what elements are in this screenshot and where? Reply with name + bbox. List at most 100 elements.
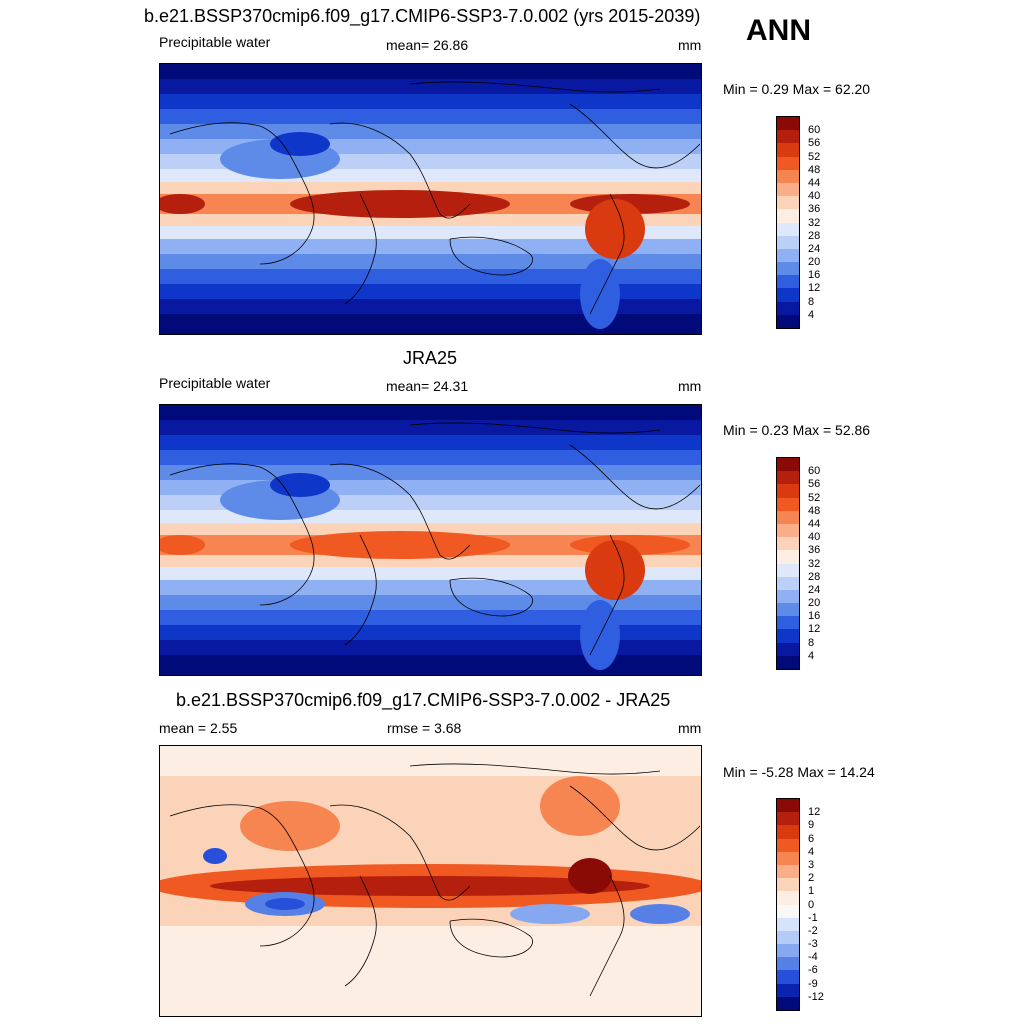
panel3-colorbar (776, 798, 800, 1011)
colorbar-tick-label: 44 (808, 517, 821, 530)
colorbar-tick-label: 28 (808, 229, 821, 242)
colorbar-tick-label: 4 (808, 649, 815, 662)
panel3-units: mm (678, 720, 702, 736)
colorbar-tick-label: -9 (808, 977, 818, 990)
colorbar-tick-label: 8 (808, 636, 815, 649)
colorbar-swatch (777, 616, 799, 630)
colorbar-tick-label: 4 (808, 845, 815, 858)
panel3-rmse: rmse = 3.68 (387, 720, 462, 736)
colorbar-tick-label: 28 (808, 570, 821, 583)
panel2-minmax: Min = 0.23 Max = 52.86 (723, 422, 871, 438)
colorbar-swatch (777, 182, 799, 197)
colorbar-swatch (777, 288, 799, 302)
colorbar-tick-label: 32 (808, 557, 821, 570)
colorbar-swatch (777, 235, 799, 249)
panel1-variable-label: Precipitable water (159, 34, 271, 50)
panel2-title: JRA25 (403, 348, 458, 368)
colorbar-swatch (777, 484, 799, 498)
colorbar-tick-label: 3 (808, 858, 815, 871)
colorbar-tick-label: -6 (808, 964, 818, 977)
colorbar-swatch (777, 957, 799, 971)
colorbar-swatch (777, 301, 799, 315)
colorbar-tick-label: 56 (808, 478, 821, 491)
colorbar-swatch (777, 510, 799, 524)
panel2-mean: mean= 24.31 (386, 378, 469, 394)
panel1-title: b.e21.BSSP370cmip6.f09_g17.CMIP6-SSP3-7.… (144, 6, 701, 26)
panel3-mean: mean = 2.55 (159, 720, 238, 736)
colorbar-tick-label: 52 (808, 491, 821, 504)
colorbar-swatch (777, 864, 799, 879)
colorbar-tick-label: 20 (808, 256, 821, 269)
colorbar-tick-label: 36 (808, 203, 821, 216)
panel2-map (159, 404, 702, 676)
colorbar-tick-label: 60 (808, 465, 821, 478)
colorbar-tick-label: -4 (808, 951, 818, 964)
colorbar-swatch (777, 143, 799, 157)
colorbar-swatch (777, 603, 799, 617)
colorbar-swatch (777, 576, 799, 590)
colorbar-tick-label: 24 (808, 583, 821, 596)
colorbar-swatch (777, 458, 799, 472)
colorbar-tick-label: 52 (808, 150, 821, 163)
colorbar-tick-label: -12 (808, 990, 824, 1003)
colorbar-tick-label: 8 (808, 295, 815, 308)
panel3-map (159, 745, 702, 1017)
colorbar-tick-label: 6 (808, 832, 815, 845)
colorbar-swatch (777, 156, 799, 170)
colorbar-tick-label: -2 (808, 924, 818, 937)
colorbar-tick-label: 20 (808, 597, 821, 610)
colorbar-swatch (777, 629, 799, 643)
colorbar-tick-label: 0 (808, 898, 815, 911)
colorbar-swatch (777, 642, 799, 656)
colorbar-swatch (777, 262, 799, 276)
colorbar-tick-label: -3 (808, 938, 818, 951)
panel1-colorbar (776, 116, 800, 329)
colorbar-swatch (777, 838, 799, 852)
panel1-units: mm (678, 37, 702, 53)
colorbar-swatch (777, 471, 799, 485)
colorbar-tick-label: 12 (808, 806, 821, 819)
colorbar-tick-label: 56 (808, 137, 821, 150)
panel3-minmax: Min = -5.28 Max = 14.24 (723, 764, 875, 780)
colorbar-tick-label: -1 (808, 911, 818, 924)
colorbar-swatch (777, 878, 799, 892)
colorbar-swatch (777, 275, 799, 289)
panel1-minmax: Min = 0.29 Max = 62.20 (723, 81, 871, 97)
colorbar-swatch (777, 930, 799, 945)
colorbar-tick-label: 32 (808, 216, 821, 229)
panel2-variable-label: Precipitable water (159, 375, 271, 391)
colorbar-tick-label: 12 (808, 282, 821, 295)
colorbar-tick-label: 4 (808, 308, 815, 321)
colorbar-tick-label: 40 (808, 531, 821, 544)
colorbar-swatch (777, 917, 799, 931)
colorbar-tick-label: 40 (808, 190, 821, 203)
panel3-title: b.e21.BSSP370cmip6.f09_g17.CMIP6-SSP3-7.… (176, 690, 671, 710)
colorbar-swatch (777, 523, 799, 538)
colorbar-tick-label: 24 (808, 242, 821, 255)
colorbar-tick-label: 44 (808, 176, 821, 189)
colorbar-swatch (777, 563, 799, 577)
panel1-map (159, 63, 702, 335)
colorbar-swatch (777, 314, 799, 328)
colorbar-swatch (777, 117, 799, 131)
colorbar-swatch (777, 196, 799, 210)
colorbar-swatch (777, 248, 799, 263)
colorbar-swatch (777, 209, 799, 223)
colorbar-tick-label: 9 (808, 819, 815, 832)
colorbar-swatch (777, 904, 799, 918)
colorbar-tick-label: 16 (808, 610, 821, 623)
colorbar-swatch (777, 222, 799, 236)
colorbar-tick-label: 60 (808, 124, 821, 137)
colorbar-swatch (777, 169, 799, 183)
colorbar-swatch (777, 970, 799, 984)
colorbar-tick-label: 2 (808, 872, 815, 885)
colorbar-swatch (777, 655, 799, 669)
colorbar-swatch (777, 812, 799, 826)
colorbar-swatch (777, 497, 799, 511)
colorbar-tick-label: 16 (808, 269, 821, 282)
panel2-colorbar (776, 457, 800, 670)
colorbar-swatch (777, 996, 799, 1010)
colorbar-swatch (777, 983, 799, 997)
colorbar-swatch (777, 851, 799, 865)
colorbar-tick-label: 1 (808, 885, 815, 898)
